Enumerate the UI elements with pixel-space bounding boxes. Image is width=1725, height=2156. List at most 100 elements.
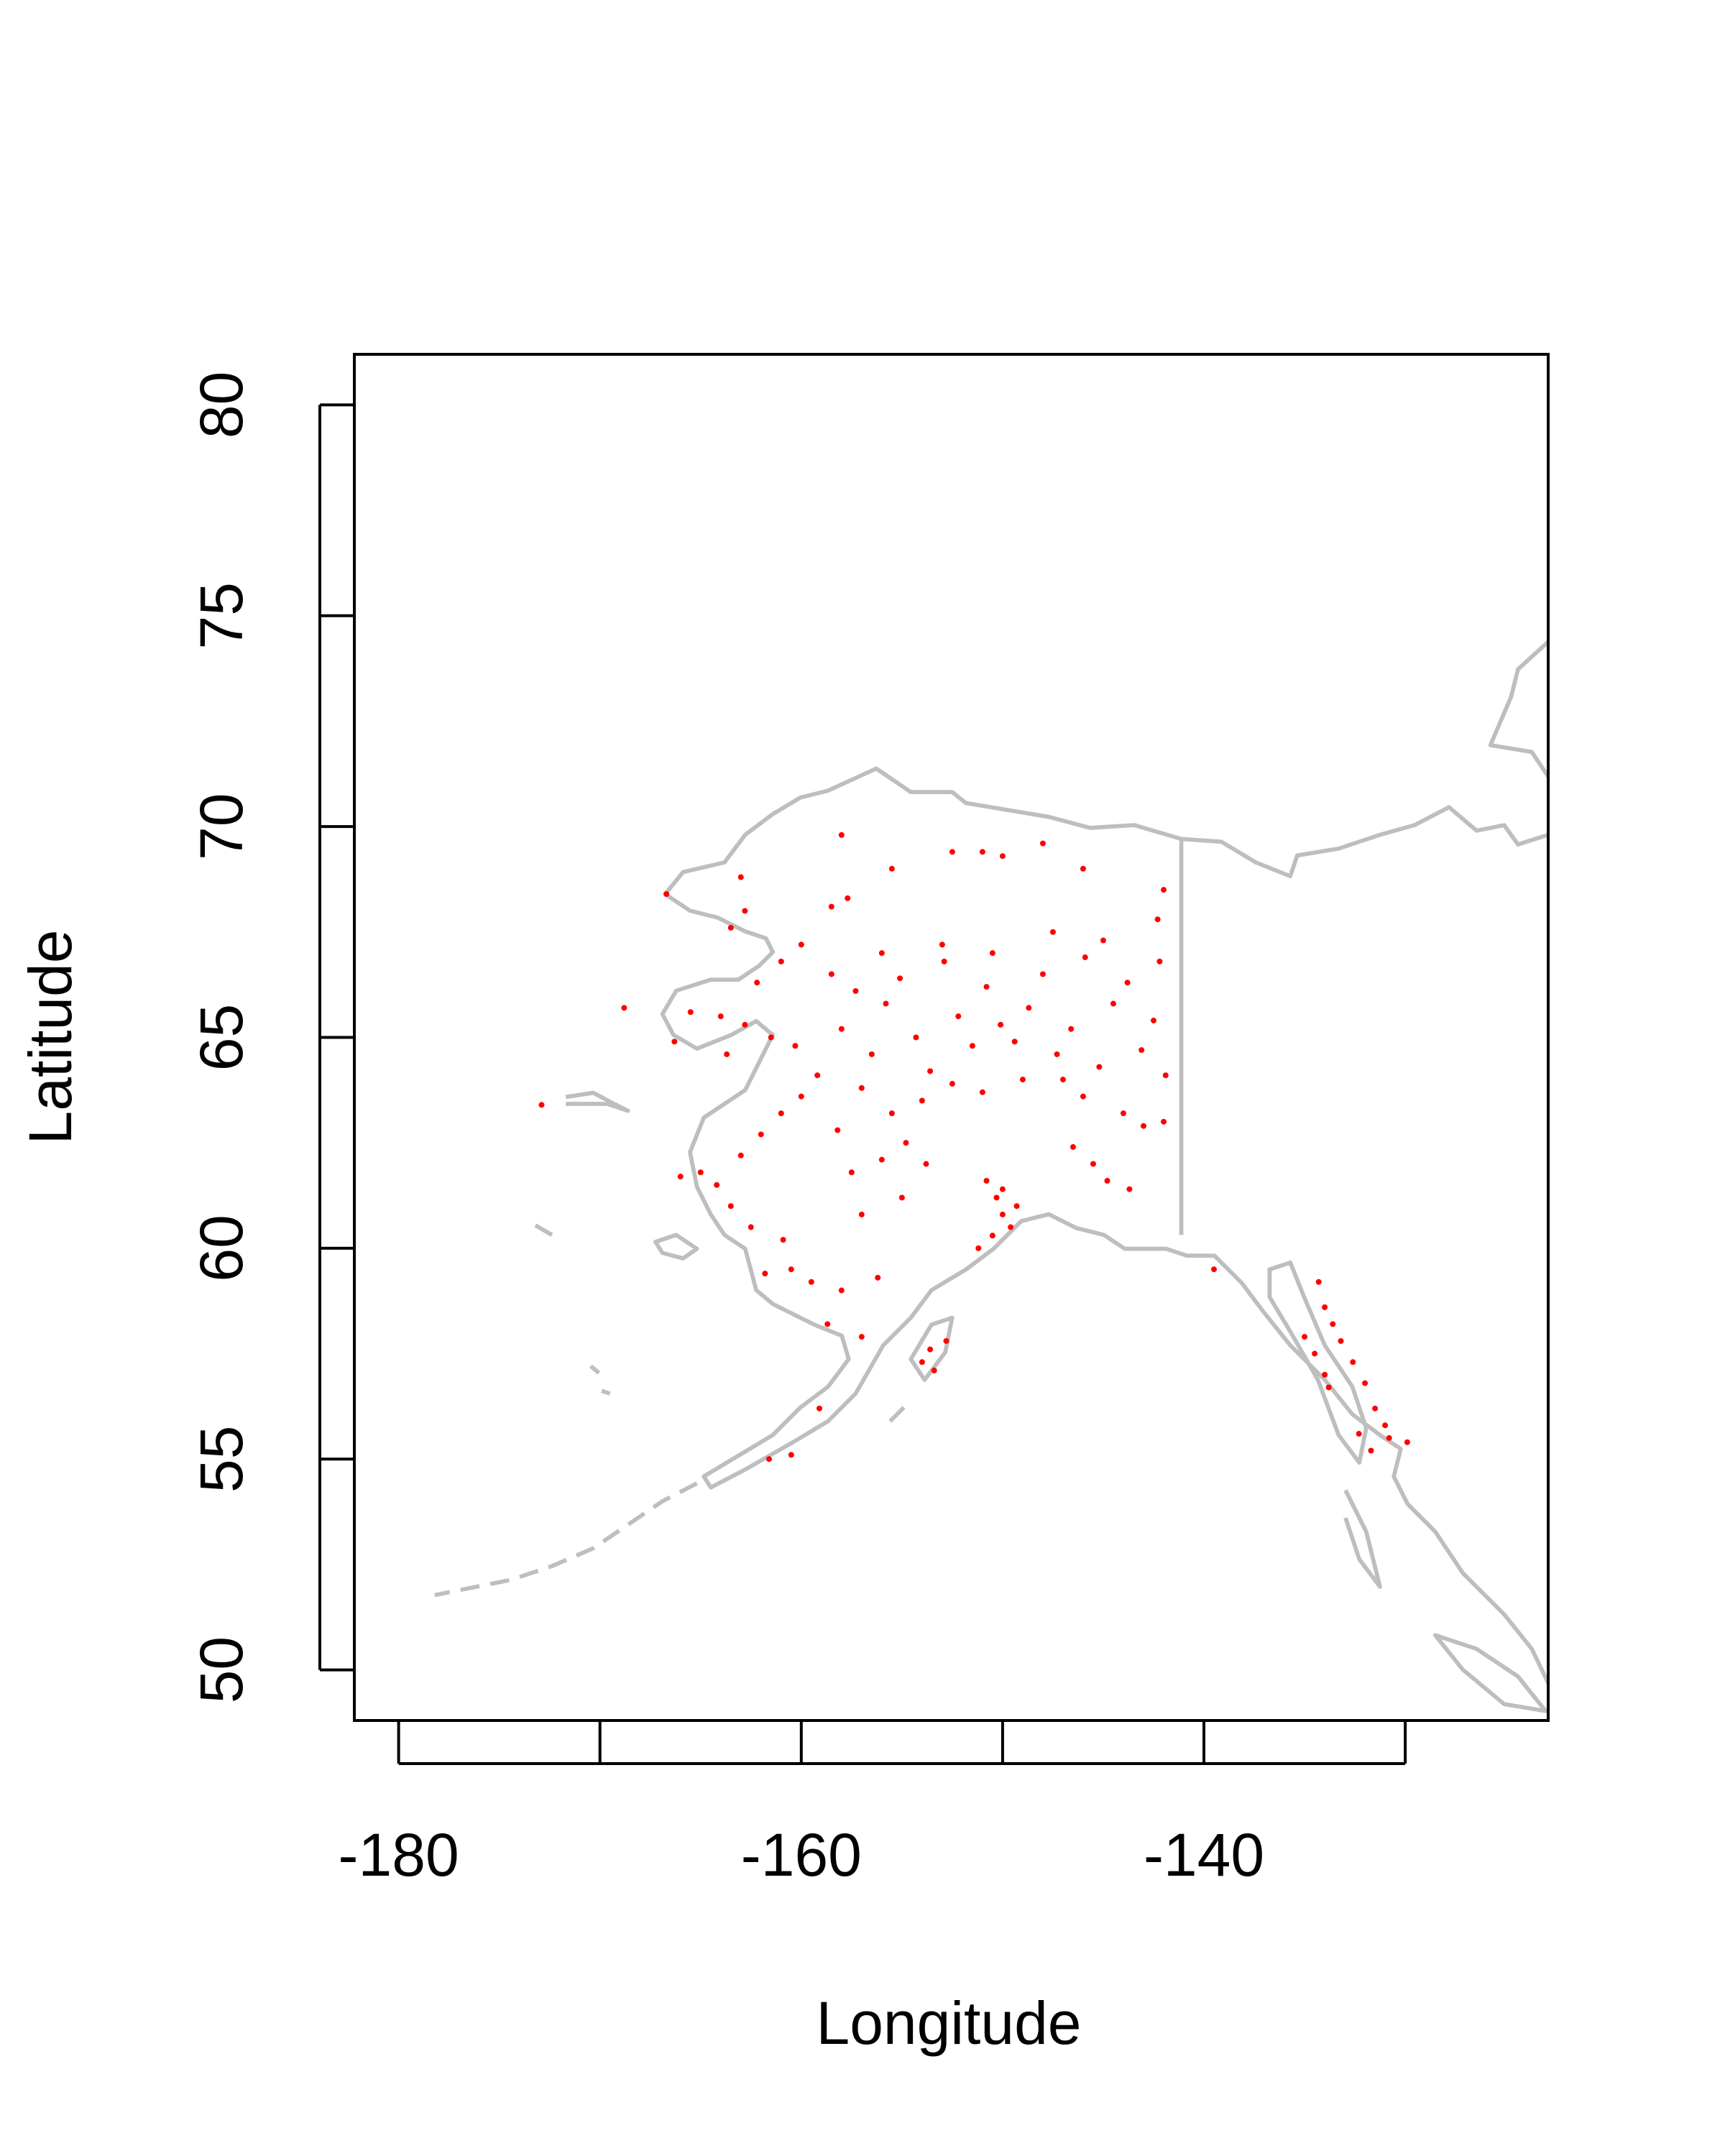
point [878, 950, 885, 957]
point [697, 1169, 704, 1176]
point [766, 1456, 773, 1462]
point [1162, 1072, 1169, 1079]
point [1211, 1266, 1218, 1273]
point [852, 987, 859, 994]
point [1008, 1224, 1014, 1230]
point [1372, 1405, 1379, 1411]
point [768, 1034, 774, 1041]
x-tick-label: -180 [339, 1821, 459, 1889]
point [1039, 971, 1046, 977]
x-tick-label: -140 [1144, 1821, 1264, 1889]
y-tick-label: 80 [188, 372, 255, 438]
point [1124, 980, 1131, 986]
point [1404, 1439, 1410, 1445]
point [1090, 1161, 1096, 1167]
point [858, 1084, 865, 1091]
point [1151, 1018, 1157, 1024]
point [969, 1043, 975, 1049]
point [919, 1097, 925, 1104]
point [788, 1452, 794, 1458]
point [687, 1009, 694, 1015]
point [878, 1156, 885, 1163]
point [1312, 1350, 1318, 1357]
point [845, 895, 851, 901]
point [742, 1021, 748, 1028]
point [1161, 1118, 1167, 1125]
point [998, 1021, 1004, 1028]
point [1019, 1077, 1026, 1083]
y-tick-label: 75 [188, 582, 255, 649]
point [1054, 1051, 1060, 1057]
y-tick-label: 65 [188, 1004, 255, 1071]
y-axis-label: Latitude [17, 930, 84, 1145]
point [717, 1013, 724, 1020]
point [1080, 1093, 1086, 1100]
point [758, 1131, 764, 1138]
point [778, 1110, 784, 1117]
point [714, 1181, 720, 1188]
point [975, 1245, 982, 1251]
point [989, 1233, 995, 1239]
point [999, 853, 1006, 860]
point [1026, 1005, 1032, 1011]
point [814, 1072, 821, 1079]
point [983, 984, 990, 990]
point [1126, 1186, 1133, 1192]
point [780, 1237, 786, 1243]
point [1100, 937, 1106, 944]
point [858, 1211, 865, 1217]
point [788, 1266, 794, 1273]
point [848, 1169, 855, 1176]
point [1322, 1371, 1328, 1378]
point [762, 1271, 768, 1277]
point [949, 849, 955, 855]
point [941, 958, 947, 964]
point [868, 1051, 875, 1057]
point [754, 980, 760, 986]
point [724, 1051, 730, 1057]
point [1082, 954, 1088, 961]
point [1362, 1380, 1368, 1386]
point [927, 1068, 934, 1074]
point [808, 1279, 814, 1285]
point [816, 1405, 823, 1411]
point [1059, 1077, 1066, 1083]
coastline [434, 640, 1549, 1713]
point [939, 941, 945, 948]
point [883, 1000, 889, 1007]
point [979, 1089, 985, 1095]
point [1325, 1384, 1332, 1391]
point [1049, 929, 1056, 935]
point [663, 891, 670, 898]
point [737, 874, 744, 880]
point [1068, 1026, 1075, 1032]
point [621, 1005, 627, 1011]
point [1156, 958, 1163, 964]
plot-box [353, 353, 1550, 1722]
point [888, 865, 895, 872]
point [1013, 1203, 1020, 1210]
point [1382, 1422, 1389, 1429]
point [1096, 1064, 1103, 1070]
point [1104, 1177, 1110, 1184]
x-tick-label: -160 [741, 1821, 862, 1889]
point [989, 950, 995, 957]
y-tick-label: 60 [188, 1215, 255, 1281]
point [538, 1102, 545, 1108]
point [824, 1321, 831, 1327]
point [1356, 1431, 1362, 1437]
point [1350, 1359, 1356, 1365]
point [798, 941, 804, 948]
point [1161, 887, 1167, 893]
point [1080, 865, 1086, 872]
x-axis-label: Longitude [816, 1989, 1081, 2057]
point [1011, 1038, 1018, 1045]
point [671, 1038, 678, 1045]
point [1110, 1000, 1116, 1007]
point [1070, 1144, 1076, 1151]
point [798, 1093, 804, 1100]
point [1330, 1321, 1336, 1327]
point [919, 1359, 925, 1365]
